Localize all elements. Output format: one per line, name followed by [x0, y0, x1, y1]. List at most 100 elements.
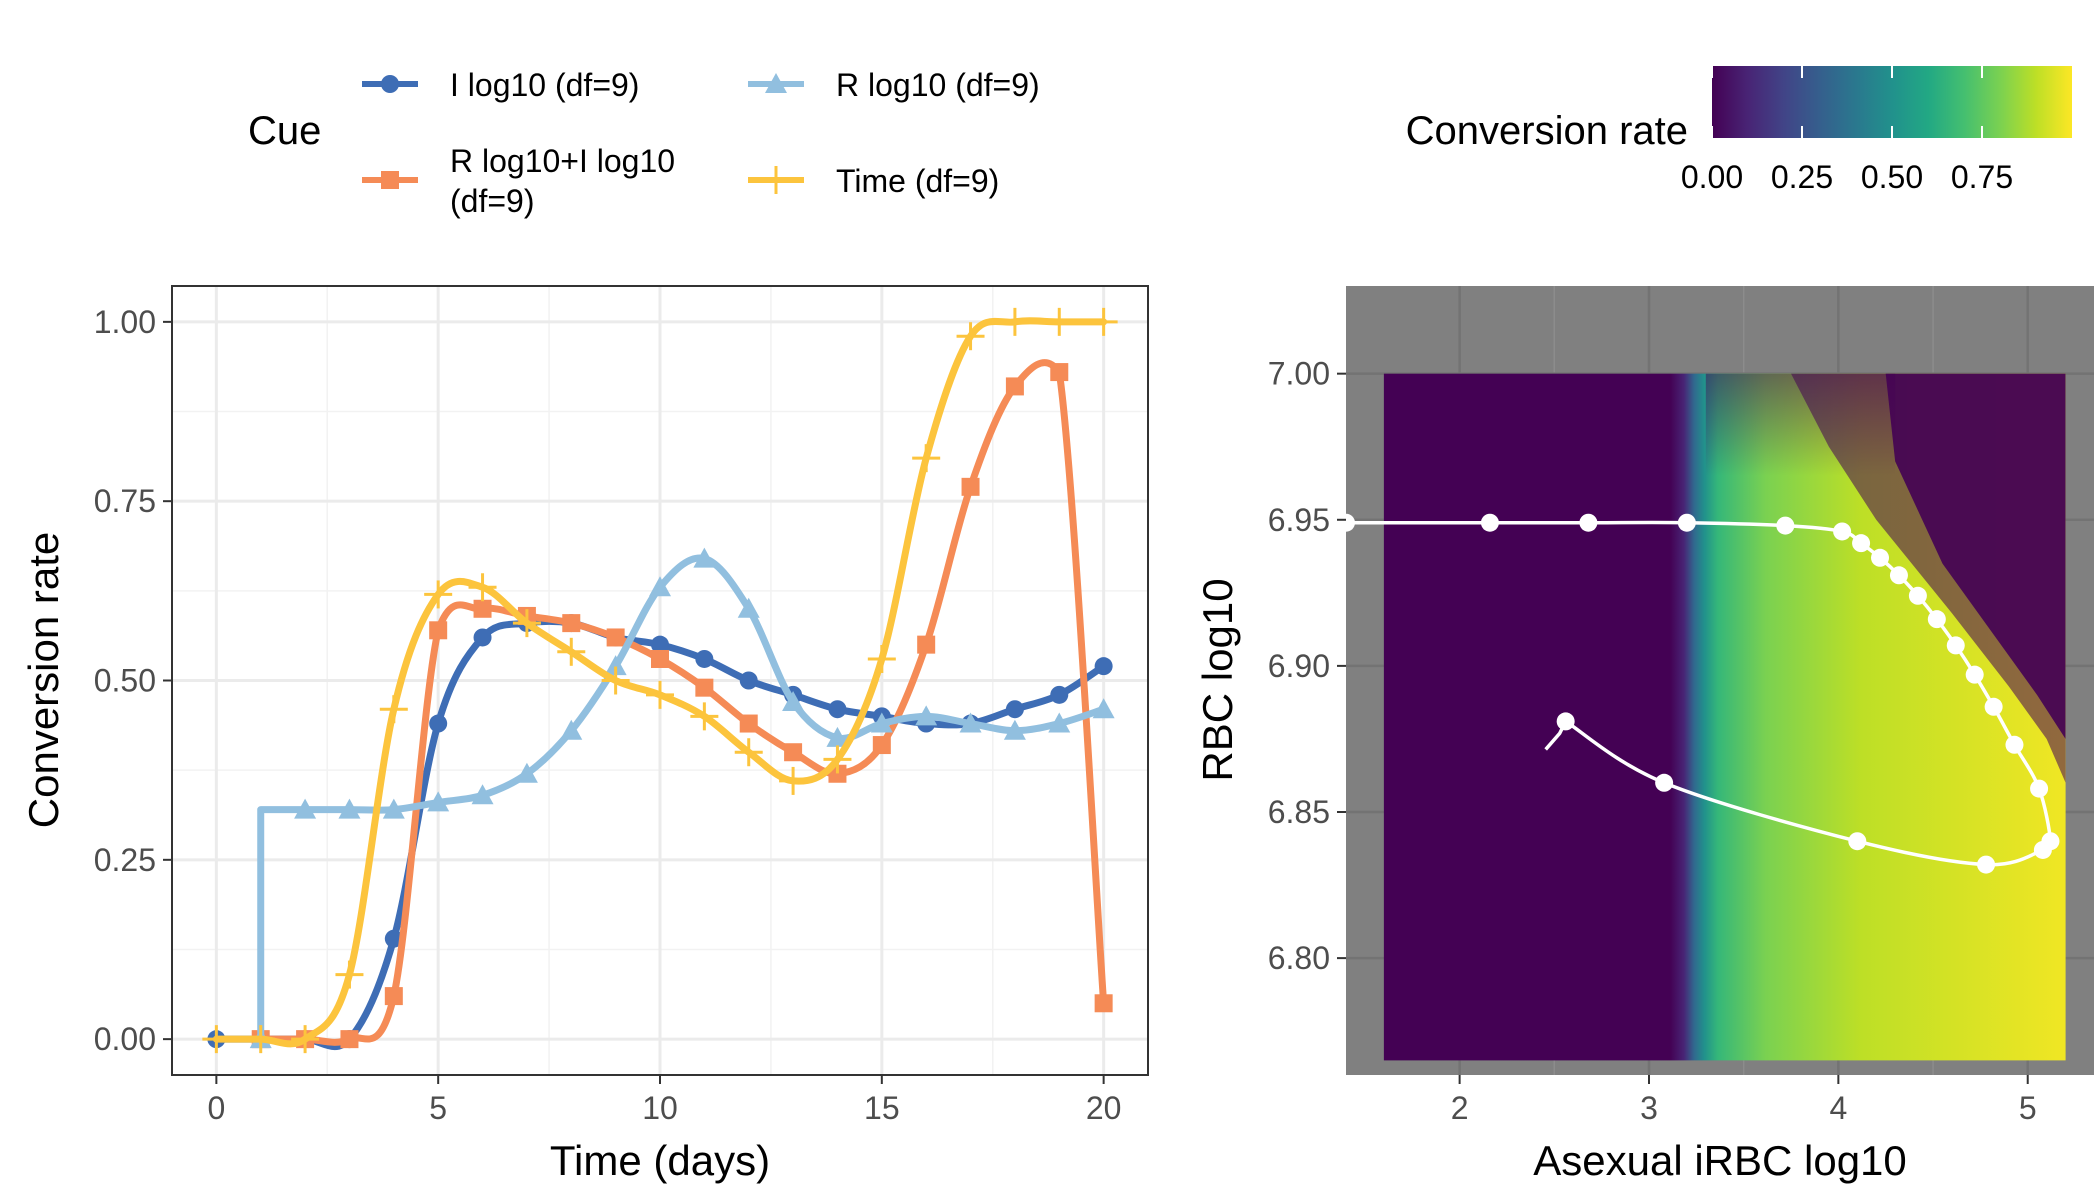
trajectory-point	[1965, 665, 1984, 684]
trajectory-point	[2033, 840, 2052, 859]
trajectory-point	[1776, 516, 1795, 535]
trajectory-point	[1337, 513, 1355, 532]
y-tick-label: 6.95	[1268, 502, 1330, 538]
legend-label: I log10 (df=9)	[450, 67, 639, 103]
data-point	[473, 599, 492, 618]
colorbar: Conversion rate 0.00 0.25 0.50 0.75	[1406, 66, 2072, 195]
y-axis-title: RBC log10	[1194, 578, 1241, 781]
x-tick-label: 15	[864, 1090, 900, 1126]
heatmap-top-fade	[1705, 373, 1896, 666]
x-tick-label: 0	[207, 1090, 225, 1126]
x-axis-title: Time (days)	[550, 1137, 770, 1184]
colorbar-ticks: 0.00 0.25 0.50 0.75	[1681, 66, 2013, 195]
trajectory-point	[1556, 712, 1575, 731]
legend-label-line1: R log10+I log10	[450, 143, 675, 179]
legend-item-r-plus-i-log10: R log10+I log10 (df=9)	[362, 143, 675, 219]
y-tick-label: 6.80	[1268, 940, 1330, 976]
trajectory-point	[1833, 522, 1852, 541]
data-point	[695, 649, 714, 668]
data-point	[562, 614, 581, 633]
y-tick-label: 0.25	[94, 842, 156, 878]
trajectory-point	[1852, 534, 1871, 553]
data-point	[382, 798, 405, 819]
data-point	[649, 576, 671, 597]
legend-title: Cue	[248, 109, 321, 153]
line-chart-panel: 0 5 10 15 20 0.00 0.25 0.50 0.75 1.00 Time (days)…	[20, 285, 1149, 1184]
heatmap	[1383, 373, 2066, 1061]
data-point	[338, 798, 361, 819]
series-triangle	[249, 547, 1115, 1049]
data-point	[737, 597, 760, 618]
x-axis-title: Asexual iRBC log10	[1533, 1137, 1907, 1184]
y-tick-label: 1.00	[94, 304, 156, 340]
trajectory-point	[1848, 832, 1867, 851]
data-point	[384, 929, 403, 948]
data-point	[651, 649, 669, 668]
series-square	[251, 359, 1113, 1049]
data-point	[1005, 377, 1024, 396]
data-point	[429, 621, 448, 640]
data-point	[695, 678, 714, 697]
data-point	[915, 705, 938, 726]
legend-label: R log10 (df=9)	[836, 67, 1040, 103]
data-point	[471, 784, 494, 805]
data-point	[1050, 685, 1069, 704]
heatmap-low-region-core	[1885, 373, 2066, 739]
data-point	[1003, 719, 1026, 740]
legend-item-i-log10: I log10 (df=9)	[362, 67, 639, 103]
axes: 2 3 4 5 6.80 6.85 6.90 6.95 7.00	[1268, 356, 2037, 1126]
trajectory-point	[2030, 779, 2049, 798]
data-point	[1048, 712, 1071, 733]
trajectory-point	[1908, 586, 1927, 605]
data-point	[1094, 657, 1113, 676]
y-tick-label: 0.00	[94, 1021, 156, 1057]
data-point	[739, 714, 758, 733]
y-tick-label: 0.75	[94, 483, 156, 519]
x-tick-label: 20	[1086, 1090, 1122, 1126]
colorbar-tick-label: 0.50	[1861, 159, 1923, 195]
series-plus	[202, 307, 1118, 1054]
trajectory-point	[1655, 773, 1674, 792]
trajectory-point	[1946, 636, 1965, 655]
x-tick-label: 3	[1640, 1090, 1658, 1126]
square-marker-icon	[381, 171, 399, 189]
colorbar-tick-label: 0.75	[1951, 159, 2013, 195]
data-point	[515, 762, 538, 783]
colorbar-tick-label: 0.00	[1681, 159, 1743, 195]
data-point	[826, 726, 849, 747]
legend-label-line2: (df=9)	[450, 183, 534, 219]
circle-marker-icon	[381, 75, 399, 93]
data-point	[560, 719, 583, 740]
trajectory	[1337, 513, 2060, 874]
trajectory-point	[1889, 566, 1908, 585]
legend-label: Time (df=9)	[836, 163, 999, 199]
triangle-marker-icon	[765, 73, 787, 93]
axes: 0 5 10 15 20 0.00 0.25 0.50 0.75 1.00	[94, 304, 1122, 1126]
y-tick-label: 6.85	[1268, 794, 1330, 830]
data-point	[1094, 994, 1113, 1013]
x-tick-label: 5	[429, 1090, 447, 1126]
data-point	[294, 798, 317, 819]
y-axis-title: Conversion rate	[20, 532, 67, 828]
data-point	[1092, 698, 1115, 719]
x-tick-label: 4	[1829, 1090, 1847, 1126]
colorbar-title: Conversion rate	[1406, 109, 1688, 153]
trajectory-point	[2005, 735, 2024, 754]
data-point	[739, 671, 758, 690]
data-point	[1050, 363, 1069, 382]
data-point	[782, 691, 805, 712]
data-point	[872, 736, 891, 755]
y-tick-label: 7.00	[1268, 356, 1330, 392]
data-point	[429, 714, 448, 733]
legend-item-time: Time (df=9)	[748, 163, 999, 199]
x-tick-label: 2	[1451, 1090, 1469, 1126]
trajectory-point	[1480, 513, 1499, 532]
data-point	[1005, 700, 1024, 719]
legend-item-r-log10: R log10 (df=9)	[748, 67, 1040, 103]
data-point	[828, 700, 847, 719]
data-point	[961, 477, 980, 496]
trajectory-point	[1977, 855, 1996, 874]
data-point	[384, 987, 403, 1006]
